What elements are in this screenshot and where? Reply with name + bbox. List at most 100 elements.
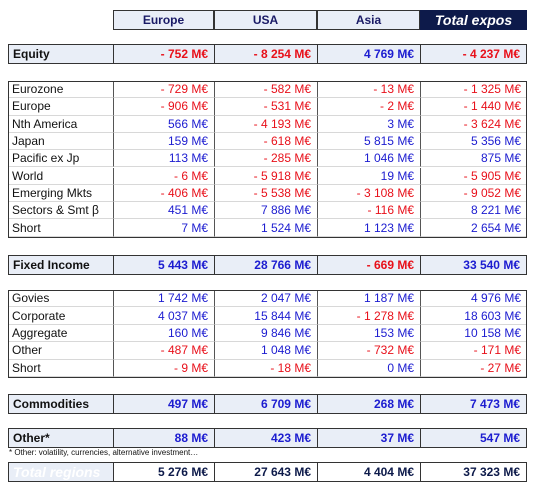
row-value: - 116 M€ <box>317 202 420 220</box>
row-value: - 729 M€ <box>113 81 214 99</box>
row-value: 4 769 M€ <box>317 44 420 64</box>
row-value: - 1 278 M€ <box>317 307 420 325</box>
row-label: Total regions <box>8 462 113 482</box>
row-value: - 3 108 M€ <box>317 184 420 203</box>
row-value: - 285 M€ <box>214 150 317 168</box>
column-header: USA <box>214 10 317 30</box>
row-value: 5 356 M€ <box>420 132 527 151</box>
row-value: - 13 M€ <box>317 81 420 99</box>
row-label: Aggregate <box>8 325 113 343</box>
row-value: - 5 905 M€ <box>420 167 527 185</box>
row-value: 9 846 M€ <box>214 324 317 343</box>
row-value: - 1 440 M€ <box>420 98 527 116</box>
row-label: World <box>8 168 113 185</box>
row-value: 7 886 M€ <box>214 202 317 220</box>
row-value: - 487 M€ <box>113 342 214 360</box>
row-value: 8 221 M€ <box>420 202 527 220</box>
row-value: 1 123 M€ <box>317 219 420 237</box>
row-label: Short <box>8 360 113 377</box>
row-label: Commodities <box>8 394 113 414</box>
footnote: * Other: volatility, currencies, alterna… <box>9 448 199 457</box>
row-value: - 531 M€ <box>214 98 317 116</box>
row-value: 1 046 M€ <box>317 150 420 168</box>
row-value: 19 M€ <box>317 167 420 185</box>
row-value: 0 M€ <box>317 359 420 377</box>
row-value: 451 M€ <box>113 202 214 220</box>
column-header: Europe <box>113 10 214 30</box>
row-value: - 4 193 M€ <box>214 115 317 133</box>
row-value: 37 323 M€ <box>420 462 527 482</box>
row-value: 28 766 M€ <box>214 255 317 275</box>
row-value: - 27 M€ <box>420 359 527 377</box>
row-value: 547 M€ <box>420 428 527 448</box>
row-label: Other <box>8 342 113 360</box>
row-value: - 5 538 M€ <box>214 184 317 203</box>
row-value: 7 473 M€ <box>420 394 527 414</box>
row-value: 1 048 M€ <box>214 342 317 360</box>
row-label: Other* <box>8 428 113 448</box>
row-value: - 171 M€ <box>420 342 527 360</box>
row-label: Pacific ex Jp <box>8 150 113 168</box>
row-value: - 5 918 M€ <box>214 167 317 185</box>
row-value: 160 M€ <box>113 324 214 343</box>
row-value: - 8 254 M€ <box>214 44 317 64</box>
row-value: 1 742 M€ <box>113 290 214 308</box>
row-value: 2 654 M€ <box>420 219 527 237</box>
row-value: 3 M€ <box>317 115 420 133</box>
row-value: - 3 624 M€ <box>420 115 527 133</box>
row-value: 15 844 M€ <box>214 307 317 325</box>
row-value: 7 M€ <box>113 219 214 237</box>
row-value: 88 M€ <box>113 428 214 448</box>
row-value: - 6 M€ <box>113 167 214 185</box>
row-label: Sectors & Smt β <box>8 202 113 220</box>
row-value: - 752 M€ <box>113 44 214 64</box>
row-value: 153 M€ <box>317 324 420 343</box>
row-value: 10 158 M€ <box>420 324 527 343</box>
row-value: - 669 M€ <box>317 255 420 275</box>
row-value: - 906 M€ <box>113 98 214 116</box>
row-value: - 406 M€ <box>113 184 214 203</box>
row-value: 1 187 M€ <box>317 290 420 308</box>
row-value: 113 M€ <box>113 150 214 168</box>
row-label: Equity <box>8 44 113 64</box>
row-value: - 732 M€ <box>317 342 420 360</box>
row-value: 4 037 M€ <box>113 307 214 325</box>
row-value: - 618 M€ <box>214 132 317 151</box>
row-value: 5 276 M€ <box>113 462 214 482</box>
row-value: - 9 052 M€ <box>420 184 527 203</box>
row-value: 33 540 M€ <box>420 255 527 275</box>
row-value: - 2 M€ <box>317 98 420 116</box>
row-value: 159 M€ <box>113 132 214 151</box>
row-label: Nth America <box>8 116 113 133</box>
column-header: Asia <box>317 10 420 30</box>
row-label: Fixed Income <box>8 255 113 275</box>
row-value: 27 643 M€ <box>214 462 317 482</box>
row-value: - 582 M€ <box>214 81 317 99</box>
row-label: Europe <box>8 98 113 116</box>
row-label: Emerging Mkts <box>8 185 113 203</box>
row-value: - 18 M€ <box>214 359 317 377</box>
column-header: Total expos <box>420 10 527 30</box>
row-value: 423 M€ <box>214 428 317 448</box>
row-label: Short <box>8 219 113 237</box>
row-value: - 9 M€ <box>113 359 214 377</box>
row-value: 2 047 M€ <box>214 290 317 308</box>
row-value: 5 443 M€ <box>113 255 214 275</box>
row-label: Eurozone <box>8 81 113 99</box>
row-label: Japan <box>8 133 113 151</box>
row-value: 875 M€ <box>420 150 527 168</box>
row-value: - 1 325 M€ <box>420 81 527 99</box>
row-value: 566 M€ <box>113 115 214 133</box>
row-label: Corporate <box>8 307 113 325</box>
row-label: Govies <box>8 290 113 308</box>
row-value: 6 709 M€ <box>214 394 317 414</box>
row-value: 268 M€ <box>317 394 420 414</box>
row-value: 18 603 M€ <box>420 307 527 325</box>
row-value: 37 M€ <box>317 428 420 448</box>
row-value: 4 404 M€ <box>317 462 420 482</box>
row-value: 1 524 M€ <box>214 219 317 237</box>
row-value: 497 M€ <box>113 394 214 414</box>
row-value: 5 815 M€ <box>317 132 420 151</box>
row-value: - 4 237 M€ <box>420 44 527 64</box>
